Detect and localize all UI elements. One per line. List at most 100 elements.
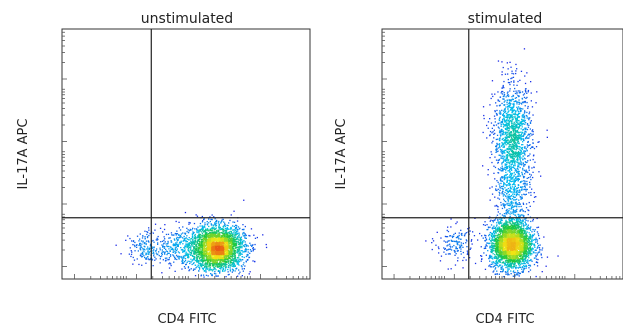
event-dot: [523, 268, 525, 271]
event-dot: [213, 257, 216, 259]
event-dot: [524, 267, 526, 270]
event-dot: [529, 128, 531, 130]
event-dot: [501, 144, 503, 146]
event-dot: [192, 243, 194, 245]
event-dot: [533, 251, 535, 253]
event-dot: [499, 185, 501, 187]
event-dot: [500, 155, 502, 157]
event-dot: [230, 231, 232, 233]
event-dot: [502, 113, 505, 115]
event-dot: [232, 269, 234, 271]
event-dot: [499, 110, 501, 112]
event-dot: [526, 180, 528, 183]
event-dot: [491, 80, 494, 82]
event-dot: [256, 236, 258, 239]
event-dot: [529, 176, 532, 178]
event-dot: [532, 218, 534, 221]
event-dot: [232, 243, 234, 245]
event-dot: [466, 240, 468, 242]
event-dot: [189, 262, 191, 265]
event-dot: [155, 258, 157, 260]
event-dot: [206, 242, 208, 244]
event-dot: [215, 251, 217, 253]
event-dot: [502, 131, 505, 134]
event-dot: [196, 241, 198, 244]
event-dot: [488, 255, 491, 257]
event-dot: [525, 190, 527, 192]
event-dot: [200, 263, 203, 265]
event-dot: [205, 271, 207, 273]
event-dot: [489, 157, 491, 159]
event-dot: [141, 251, 144, 253]
event-dot: [229, 238, 231, 240]
event-dot: [506, 185, 508, 187]
event-dot: [518, 154, 520, 156]
event-dot: [186, 252, 188, 255]
event-dot: [522, 175, 525, 178]
event-dot: [220, 222, 222, 224]
event-dot: [252, 248, 255, 251]
event-dot: [221, 236, 223, 238]
event-dot: [196, 236, 198, 238]
event-dot: [140, 253, 142, 255]
event-dot: [503, 80, 505, 83]
event-dot: [227, 233, 229, 236]
event-dot: [140, 240, 143, 242]
event-dot: [198, 262, 200, 264]
event-dot: [499, 187, 501, 189]
event-dot: [232, 255, 234, 257]
event-dot: [508, 182, 510, 185]
event-dot: [504, 156, 506, 158]
event-dot: [219, 261, 222, 263]
event-dot: [454, 254, 456, 256]
event-dot: [511, 72, 513, 75]
event-dot: [220, 238, 222, 240]
event-dot: [145, 240, 148, 242]
event-dot: [518, 216, 520, 218]
event-dot: [518, 189, 521, 191]
event-dot: [509, 180, 511, 182]
event-dot: [501, 265, 504, 267]
event-dot: [245, 245, 248, 247]
event-dot: [491, 153, 493, 155]
event-dot: [197, 249, 199, 251]
event-dot: [503, 178, 506, 181]
event-dot: [457, 244, 459, 246]
event-dot: [526, 161, 528, 163]
event-dot: [501, 180, 503, 182]
event-dot: [501, 129, 503, 131]
event-dot: [161, 253, 163, 255]
event-dot: [134, 250, 136, 252]
event-dot: [194, 236, 196, 238]
event-dot: [184, 253, 187, 255]
event-dot: [239, 239, 241, 241]
event-dot: [177, 251, 180, 253]
event-dot: [236, 251, 238, 253]
event-dot: [206, 256, 209, 258]
event-dot: [532, 142, 534, 144]
event-dot: [496, 273, 498, 275]
event-dot: [211, 238, 214, 240]
event-dot: [241, 268, 243, 270]
event-dot: [537, 252, 539, 254]
event-dot: [198, 233, 200, 236]
event-dot: [184, 237, 186, 239]
event-dot: [524, 133, 526, 135]
event-dot: [149, 258, 151, 261]
event-dot: [509, 183, 511, 186]
event-dot: [174, 232, 176, 235]
event-dot: [203, 260, 205, 262]
event-dot: [523, 116, 525, 119]
event-dot: [214, 233, 216, 235]
event-dot: [193, 222, 196, 225]
event-dot: [516, 266, 518, 269]
event-dot: [229, 247, 231, 249]
event-dot: [499, 134, 502, 136]
event-dot: [176, 248, 178, 250]
event-dot: [154, 229, 156, 231]
event-dot: [243, 251, 245, 253]
event-dot: [494, 273, 497, 275]
event-dot: [500, 151, 502, 153]
event-dot: [186, 261, 188, 264]
event-dot: [211, 233, 214, 235]
